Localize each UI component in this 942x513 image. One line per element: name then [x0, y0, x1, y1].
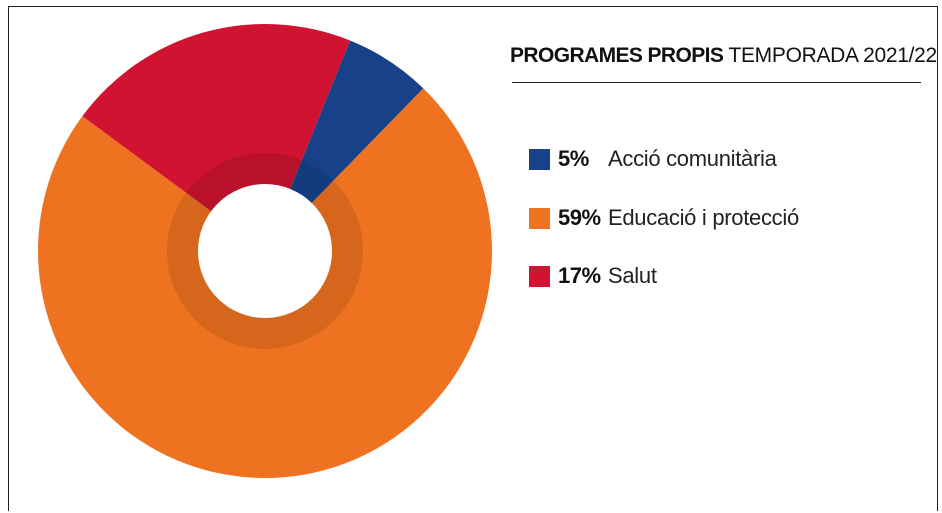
legend-item-accio-comunitaria: 5% Acció comunitària — [529, 146, 777, 172]
legend-item-salut: 17% Salut — [529, 263, 657, 289]
legend-swatch-accio-comunitaria — [529, 148, 550, 170]
donut-hole — [198, 184, 332, 318]
legend-label-accio-comunitaria: Acció comunitària — [608, 146, 777, 171]
chart-title-season: TEMPORADA 2021/22 — [728, 44, 937, 67]
chart-title: PROGRAMES PROPIS TEMPORADA 2021/22 — [510, 44, 937, 68]
legend-label-salut: Salut — [608, 263, 657, 288]
chart-title-bold: PROGRAMES PROPIS — [510, 44, 724, 67]
legend-swatch-salut — [529, 265, 550, 287]
title-divider — [512, 82, 921, 83]
legend-value-salut: 17% — [558, 263, 601, 288]
legend-swatch-educacio-proteccio — [529, 207, 550, 229]
legend-value-accio-comunitaria: 5% — [558, 146, 589, 171]
legend-value-educacio-proteccio: 59% — [558, 205, 601, 230]
legend-item-educacio-proteccio: 59% Educació i protecció — [529, 205, 799, 231]
legend-label-educacio-proteccio: Educació i protecció — [608, 205, 799, 230]
